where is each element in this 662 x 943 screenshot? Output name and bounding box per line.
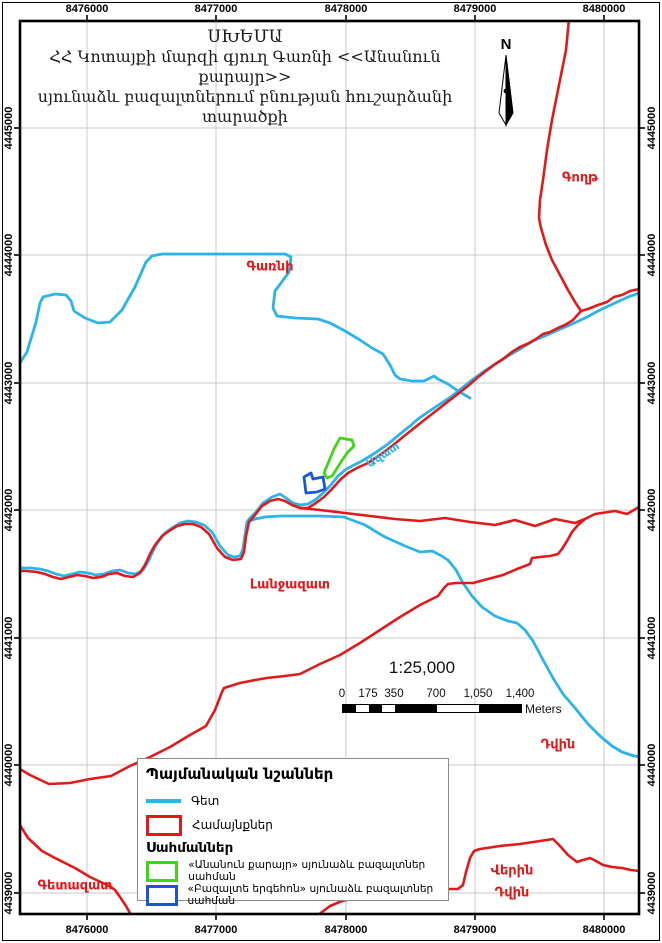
polygon-anon-cave-boundary xyxy=(322,436,356,480)
border-getazat-south xyxy=(20,822,132,914)
legend-row-anon-cave: «Անանուն քարայր» սյունաձև բազալտներ սահմ… xyxy=(146,859,440,883)
axis-label-right: 4439000 xyxy=(646,871,658,915)
axis-label-right: 4444000 xyxy=(646,233,658,277)
map-subtitle-line-2: սյունաձև բազալտներում բնության հուշարձան… xyxy=(37,87,453,106)
river-line-swatch xyxy=(146,799,181,803)
legend-title: Պայմանական նշաններ xyxy=(146,765,334,783)
legend: Պայմանական նշաններ Գետ Համայնքներ Սահման… xyxy=(137,758,449,907)
scale-block: 1:25,000 0 175 350 700 1,050 1,400 Meters xyxy=(332,658,562,718)
map-frame xyxy=(18,19,641,916)
scale-tick-label: 1,050 xyxy=(463,688,493,700)
axis-ticks xyxy=(14,15,645,920)
map-subtitle-line-1: ՀՀ Կոտայքի մարզի գյուղ Գառնի <<Անանուն ք… xyxy=(49,47,441,86)
label-lanjazat: Լանջազատ xyxy=(249,577,331,593)
axis-label-bottom: 8476000 xyxy=(65,924,109,936)
label-dvin: Դվին xyxy=(540,737,576,753)
map-subtitle-line-3: տարածքի xyxy=(202,107,288,126)
axis-label-left: 4444000 xyxy=(3,233,15,277)
axis-label-bottom: 8477000 xyxy=(194,924,238,936)
label-verin-dvin-1: Վերին xyxy=(490,863,534,879)
north-arrow: N xyxy=(488,36,524,136)
scale-bar-segment xyxy=(479,705,521,712)
legend-row-river: Գետ xyxy=(146,789,440,813)
axis-label-right: 4440000 xyxy=(646,743,658,787)
axis-label-left: 4445000 xyxy=(3,106,15,150)
label-getazat: Գետազատ xyxy=(37,878,113,894)
scale-bar-segment xyxy=(382,705,395,712)
legend-row-communities: Համայնքներ xyxy=(146,813,440,837)
polygon-basalt-organ-boundary xyxy=(302,471,327,495)
scale-ratio-text: 1:25,000 xyxy=(388,658,456,677)
scale-bar-segment xyxy=(437,705,479,712)
axis-label-left: 4439000 xyxy=(3,871,15,915)
scale-tick-label: 350 xyxy=(384,688,404,700)
label-goght: Գողթ xyxy=(562,170,598,186)
map-title-block: ՍԽԵՄԱ ՀՀ Կոտայքի մարզի գյուղ Գառնի <<Անա… xyxy=(25,27,465,127)
scale-tick-label: 0 xyxy=(338,688,346,700)
axis-label-top: 8479000 xyxy=(453,3,497,15)
scale-bar-segment xyxy=(369,705,382,712)
map-features xyxy=(20,21,639,914)
legend-anon-cave-label: «Անանուն քարայր» սյունաձև բազալտներ սահմ… xyxy=(188,859,426,883)
scale-bar xyxy=(342,704,522,713)
map-title: ՍԽԵՄԱ xyxy=(207,27,283,47)
north-arrow-label: N xyxy=(500,36,512,53)
border-lanjazat-north xyxy=(20,309,583,581)
scale-tick-label: 175 xyxy=(358,688,378,700)
axis-label-left: 4442000 xyxy=(3,488,15,532)
legend-river-label: Գետ xyxy=(191,794,220,808)
scale-tick-label: 1,400 xyxy=(505,688,535,700)
scale-bar-segment xyxy=(343,705,356,712)
scale-tick-labels: 0 175 350 700 1,050 1,400 xyxy=(332,688,552,702)
axis-label-right: 4445000 xyxy=(646,106,658,150)
legend-row-basalt-organ: «Բազալտե երգեհոն» սյունաձև բազալտներ սահ… xyxy=(146,883,440,907)
scale-bar-segment xyxy=(356,705,369,712)
legend-communities-label: Համայնքներ xyxy=(192,818,273,832)
border-getazat-ne xyxy=(20,517,587,786)
axis-label-top: 8480000 xyxy=(582,3,626,15)
scale-unit-label: Meters xyxy=(525,702,562,716)
axis-label-bottom: 8478000 xyxy=(324,924,368,936)
river-azat-downstream xyxy=(245,514,639,759)
scale-bar-segment xyxy=(395,705,437,712)
axis-label-left: 4441000 xyxy=(3,616,15,660)
basalt-organ-swatch xyxy=(146,884,178,906)
label-verin-dvin-2: Դվին xyxy=(494,885,530,901)
axis-label-top: 8477000 xyxy=(194,3,238,15)
axis-label-right: 4443000 xyxy=(646,361,658,405)
grid-lines xyxy=(20,21,639,914)
legend-borders-header: Սահմաններ xyxy=(146,840,234,856)
border-dvin-north xyxy=(298,505,639,528)
axis-label-bottom: 8480000 xyxy=(582,924,626,936)
scale-tick-label: 700 xyxy=(426,688,446,700)
communities-swatch xyxy=(146,814,182,836)
axis-label-bottom: 8479000 xyxy=(453,924,497,936)
axis-label-left: 4443000 xyxy=(3,361,15,405)
river-garni xyxy=(20,252,472,400)
legend-basalt-organ-label: «Բազալտե երգեհոն» սյունաձև բազալտներ սահ… xyxy=(187,883,434,907)
north-arrow-icon xyxy=(498,54,514,127)
anon-cave-swatch xyxy=(146,860,179,882)
axis-label-top: 8478000 xyxy=(324,3,368,15)
axis-label-left: 4440000 xyxy=(3,743,15,787)
axis-label-right: 4441000 xyxy=(646,616,658,660)
axis-label-top: 8476000 xyxy=(65,3,109,15)
label-garni: Գառնի xyxy=(246,259,294,275)
axis-label-right: 4442000 xyxy=(646,488,658,532)
river-azat xyxy=(20,291,639,578)
border-goght xyxy=(537,21,639,313)
